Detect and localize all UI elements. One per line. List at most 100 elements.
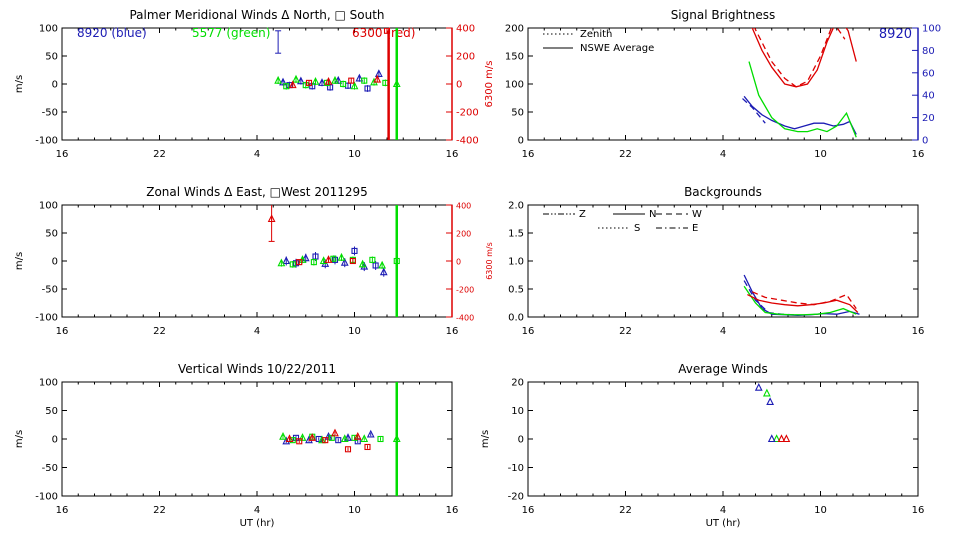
- brightness-series-line: [742, 98, 766, 124]
- brightness-right-tick-label: 40: [922, 91, 935, 102]
- backgrounds-panel: Backgrounds 16 22 4 10 16 2.0 1.5 1.0 0.5 0.0 Z N W S E: [508, 185, 924, 337]
- meridional-data-point: [283, 83, 290, 90]
- zonal-data-point: [301, 253, 310, 262]
- vertical-xtick-label: 10: [348, 505, 361, 516]
- meridional-right-tick-label: -200: [456, 108, 479, 119]
- average-title: Average Winds: [678, 362, 768, 376]
- zonal-plot-area: [267, 205, 400, 317]
- brightness-series-line: [743, 95, 857, 135]
- backgrounds-xtick-label: 22: [619, 326, 632, 337]
- average-xtick-label: 16: [522, 505, 535, 516]
- average-xtick-label: 16: [912, 505, 925, 516]
- vertical-xtick-label: 16: [56, 505, 69, 516]
- zonal-data-point: [331, 256, 339, 263]
- meridional-ytick-label: 50: [45, 52, 58, 63]
- vertical-data-point: [296, 438, 303, 445]
- meridional-data-point: [327, 84, 334, 91]
- zonal-right-tick-label: 200: [456, 230, 471, 239]
- average-data-point: [766, 397, 775, 406]
- backgrounds-title: Backgrounds: [684, 185, 762, 199]
- zonal-right-label: 6300 m/s: [485, 242, 494, 280]
- meridional-data-point: [348, 77, 355, 84]
- brightness-title: Signal Brightness: [671, 8, 776, 22]
- brightness-xtick-label: 4: [720, 149, 726, 160]
- brightness-right-tick-label: 100: [922, 24, 941, 35]
- vertical-xlabel: UT (hr): [240, 518, 275, 529]
- meridional-ytick-label: 100: [39, 24, 58, 35]
- vertical-data-point: [285, 434, 294, 443]
- meridional-data-point: [374, 69, 383, 77]
- vertical-xtick-label: 4: [254, 505, 260, 516]
- vertical-data-point: [322, 437, 329, 444]
- zonal-xtick-label: 4: [254, 326, 260, 337]
- meridional-xtick-label: 10: [348, 149, 361, 160]
- zonal-data-point: [292, 260, 300, 267]
- zonal-right-tick-label: -200: [456, 286, 474, 295]
- backgrounds-xtick-label: 10: [814, 326, 827, 337]
- meridional-data-point: [392, 79, 401, 88]
- average-ytick-label: -10: [508, 463, 524, 474]
- zonal-data-point: [379, 267, 388, 276]
- brightness-series-line: [751, 28, 857, 88]
- vertical-xtick-label: 22: [153, 505, 166, 516]
- zonal-data-point: [282, 256, 291, 265]
- zonal-data-point: [369, 256, 376, 263]
- zonal-data-point: [324, 255, 333, 263]
- meridional-plot-area: [274, 28, 401, 140]
- vertical-data-point: [366, 429, 375, 438]
- brightness-right-label: 8920: [879, 27, 912, 42]
- brightness-xtick-label: 16: [522, 149, 535, 160]
- vertical-xtick-label: 16: [446, 505, 459, 516]
- zonal-right-tick-label: 400: [456, 202, 471, 211]
- zonal-data-point: [310, 259, 317, 266]
- average-data-point: [754, 382, 763, 391]
- backgrounds-ytick-label: 1.0: [508, 257, 524, 268]
- backgrounds-series-line: [743, 285, 857, 316]
- meridional-annotation: 5577 (green): [192, 26, 270, 40]
- vertical-data-point: [279, 431, 287, 440]
- average-data-point: [762, 388, 771, 397]
- zonal-xtick-label: 22: [153, 326, 166, 337]
- vertical-data-point: [353, 431, 362, 440]
- vertical-data-point: [282, 436, 291, 445]
- backgrounds-legend-label: S: [634, 223, 640, 234]
- backgrounds-ytick-label: 0.5: [508, 285, 524, 296]
- meridional-data-point: [288, 80, 297, 89]
- brightness-right-tick-label: 0: [922, 136, 928, 147]
- backgrounds-ytick-label: 1.5: [508, 229, 524, 240]
- zonal-data-point: [319, 256, 328, 265]
- zonal-data-point: [372, 262, 379, 269]
- brightness-ytick-label: 100: [505, 80, 524, 91]
- meridional-data-point: [324, 77, 333, 85]
- zonal-ytick-label: 100: [39, 201, 58, 212]
- brightness-ytick-label: 50: [511, 108, 524, 119]
- backgrounds-series-line: [751, 291, 857, 309]
- zonal-data-point: [349, 257, 356, 265]
- brightness-legend-label: NSWE Average: [580, 43, 654, 54]
- average-xtick-label: 22: [619, 505, 632, 516]
- vertical-data-point: [360, 434, 369, 443]
- zonal-panel: Zonal Winds Δ East, □West 2011295 16 22 4 10…: [14, 185, 494, 337]
- meridional-ytick-label: -100: [35, 136, 58, 147]
- meridional-data-point: [318, 78, 326, 86]
- zonal-xtick-label: 16: [446, 326, 459, 337]
- average-ytick-label: 10: [511, 406, 524, 417]
- meridional-xtick-label: 4: [254, 149, 260, 160]
- meridional-panel: Palmer Meridional Winds Δ North, □ South…: [14, 8, 495, 160]
- backgrounds-legend-label: W: [692, 209, 702, 220]
- vertical-data-point: [298, 433, 307, 441]
- meridional-xtick-label: 22: [153, 149, 166, 160]
- average-plot-area: [754, 382, 791, 443]
- meridional-data-point: [305, 79, 313, 86]
- vertical-data-point: [331, 428, 339, 437]
- meridional-ytick-label: -50: [42, 108, 58, 119]
- meridional-data-point: [383, 28, 391, 34]
- average-xlabel: UT (hr): [706, 518, 741, 529]
- meridional-ylabel: m/s: [14, 75, 25, 93]
- backgrounds-xtick-label: 16: [522, 326, 535, 337]
- average-ytick-label: 0: [518, 435, 524, 446]
- meridional-data-point: [350, 81, 359, 90]
- average-ytick-label: 20: [511, 378, 524, 389]
- vertical-ylabel: m/s: [14, 430, 25, 448]
- brightness-ytick-label: 0: [518, 136, 524, 147]
